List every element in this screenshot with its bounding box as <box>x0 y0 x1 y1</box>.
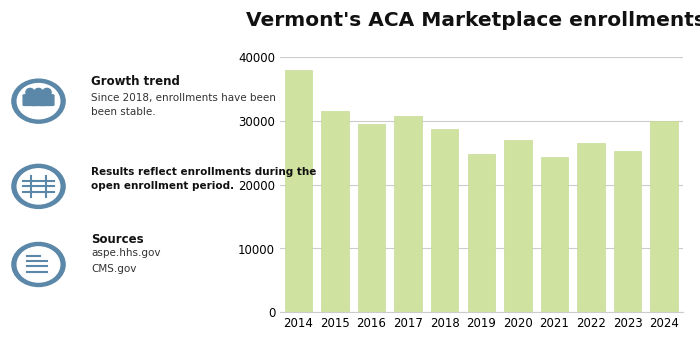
Text: Vermont's ACA Marketplace enrollments: Vermont's ACA Marketplace enrollments <box>246 11 700 30</box>
Bar <box>650 121 678 312</box>
Bar <box>358 124 385 312</box>
Bar <box>540 157 568 312</box>
Text: aspe.hhs.gov
CMS.gov: aspe.hhs.gov CMS.gov <box>91 248 160 274</box>
Text: Sources: Sources <box>91 233 144 246</box>
Bar <box>394 116 422 312</box>
Text: health: health <box>22 313 59 323</box>
Bar <box>285 70 312 312</box>
Bar <box>614 151 641 312</box>
Text: Since 2018, enrollments have been
been stable.: Since 2018, enrollments have been been s… <box>91 93 276 117</box>
Bar <box>431 129 458 312</box>
Bar <box>578 143 605 312</box>
Text: insurance: insurance <box>22 326 59 335</box>
Bar <box>468 154 495 312</box>
Text: Growth trend: Growth trend <box>91 75 180 88</box>
Text: Results reflect enrollments during the
open enrollment period.: Results reflect enrollments during the o… <box>91 167 316 191</box>
Bar <box>504 140 531 312</box>
Bar <box>321 111 349 312</box>
Text: .org™: .org™ <box>18 338 62 351</box>
